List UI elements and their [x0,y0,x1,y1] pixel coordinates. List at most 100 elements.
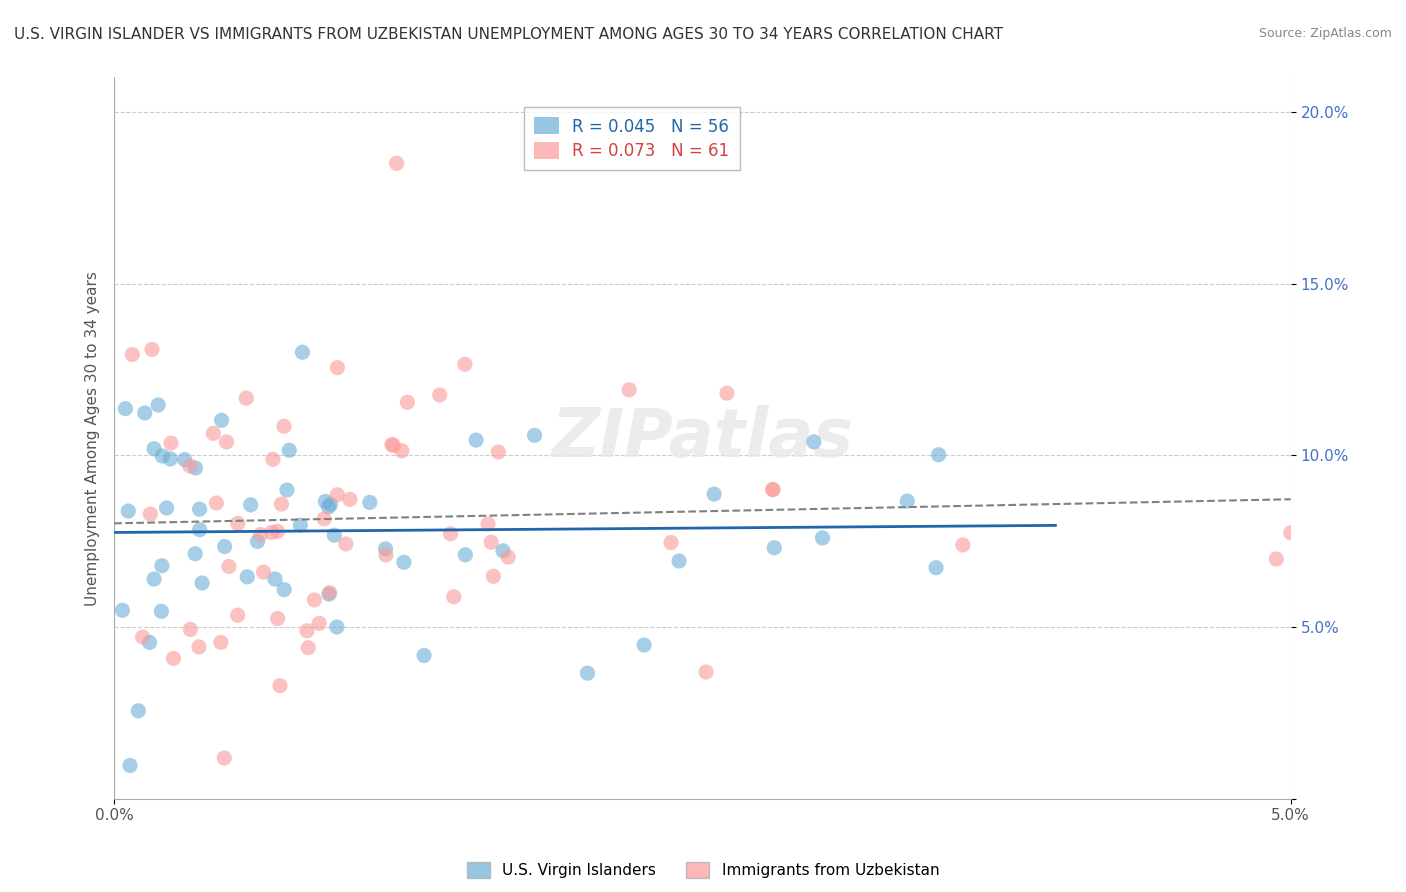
Point [150,449,173,463]
Point [179,623,201,637]
Point [339,492,361,507]
Point [668,554,690,568]
Point [319,498,342,512]
Point [290,518,312,533]
Point [114,401,136,416]
Point [385,156,408,170]
Point [486,445,509,459]
Point [896,494,918,508]
Point [264,572,287,586]
Point [111,603,134,617]
Point [443,590,465,604]
Point [131,630,153,644]
Point [127,704,149,718]
Point [304,593,326,607]
Point [374,541,396,556]
Point [184,461,207,475]
Point [118,758,141,772]
Point [803,434,825,449]
Point [148,398,170,412]
Point [375,548,398,562]
Point [252,565,274,579]
Point [382,438,405,452]
Text: ZIPatlas: ZIPatlas [551,405,853,471]
Point [214,751,236,765]
Point [191,576,214,591]
Point [278,443,301,458]
Point [160,436,183,450]
Point [215,434,238,449]
Point [396,395,419,409]
Point [359,495,381,509]
Point [209,635,232,649]
Point [179,458,201,473]
Point [335,537,357,551]
Point [326,360,349,375]
Point [218,559,240,574]
Point [214,540,236,554]
Legend: U.S. Virgin Islanders, Immigrants from Uzbekistan: U.S. Virgin Islanders, Immigrants from U… [461,856,945,884]
Point [429,388,451,402]
Point [323,528,346,542]
Point [326,488,349,502]
Point [762,483,785,497]
Point [952,538,974,552]
Point [314,512,336,526]
Point [273,582,295,597]
Point [695,665,717,679]
Point [479,535,502,549]
Text: Source: ZipAtlas.com: Source: ZipAtlas.com [1258,27,1392,40]
Point [188,502,211,516]
Point [326,620,349,634]
Y-axis label: Unemployment Among Ages 30 to 34 years: Unemployment Among Ages 30 to 34 years [86,270,100,606]
Point [762,483,785,497]
Point [266,524,288,539]
Point [211,413,233,427]
Point [482,569,505,583]
Point [454,357,477,371]
Point [138,635,160,649]
Point [492,544,515,558]
Point [297,640,319,655]
Point [308,616,330,631]
Point [117,504,139,518]
Point [143,572,166,586]
Point [266,611,288,625]
Point [235,391,257,405]
Point [392,555,415,569]
Point [465,433,488,447]
Point [391,443,413,458]
Point [633,638,655,652]
Point [928,448,950,462]
Point [155,500,177,515]
Point [496,550,519,565]
Point [318,500,340,514]
Point [1279,525,1302,540]
Point [439,526,461,541]
Point [477,516,499,531]
Point [811,531,834,545]
Point [523,428,546,442]
Point [291,345,314,359]
Point [226,516,249,531]
Point [143,442,166,456]
Point [262,452,284,467]
Point [249,527,271,541]
Point [159,451,181,466]
Point [617,383,640,397]
Point [318,587,340,601]
Point [454,548,477,562]
Point [925,560,948,574]
Point [139,507,162,521]
Point [270,497,292,511]
Point [716,386,738,401]
Point [141,343,163,357]
Point [150,558,173,573]
Point [319,585,342,599]
Point [763,541,786,555]
Point [269,679,291,693]
Point [659,535,682,549]
Point [188,640,211,654]
Point [226,608,249,623]
Point [150,604,173,618]
